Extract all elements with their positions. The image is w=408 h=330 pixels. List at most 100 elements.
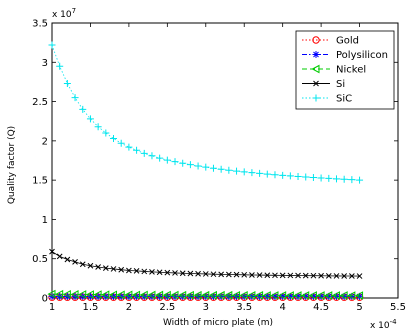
x-axis: 1 1.5 2 2.5 3 3.5 4 4.5 5 5.5 (49, 23, 406, 313)
data-point-sic (271, 171, 279, 179)
data-point-polysilicon (279, 292, 287, 300)
data-point-sic (309, 173, 317, 181)
data-point-si (218, 271, 225, 278)
data-point-si (87, 262, 94, 269)
data-point-sic (348, 176, 356, 184)
y-axis: 0 0.5 1 1.5 2 2.5 3 3.5 (32, 19, 398, 305)
legend-item-si: Si (302, 79, 345, 90)
data-point-polysilicon (356, 292, 364, 300)
legend-label: Polysilicon (336, 50, 388, 61)
data-point-si (49, 248, 55, 255)
data-point-nickel (224, 290, 233, 300)
data-point-nickel (162, 290, 171, 300)
data-point-sic (117, 139, 125, 147)
data-point-sic (340, 175, 348, 183)
series-sic (48, 41, 364, 184)
data-point-nickel (231, 290, 241, 300)
y-tick-label: 2 (42, 136, 48, 147)
data-point-nickel (208, 290, 217, 300)
data-point-si (141, 268, 148, 275)
data-point-polysilicon (317, 292, 325, 300)
x-tick-label: 1 (49, 302, 55, 313)
legend-item-nickel: Nickel (302, 65, 366, 76)
data-point-sic (86, 115, 94, 123)
data-point-sic (302, 173, 310, 181)
data-point-nickel (170, 290, 179, 300)
data-point-nickel (239, 290, 248, 300)
data-point-si (56, 253, 63, 260)
data-point-si (272, 272, 278, 279)
data-point-sic (233, 167, 241, 175)
data-point-nickel (47, 289, 56, 299)
data-point-sic (56, 62, 64, 70)
data-point-sic (156, 154, 164, 162)
data-point-sic (332, 175, 340, 183)
data-point-sic (256, 169, 264, 177)
data-point-polysilicon (186, 292, 194, 300)
data-point-si (149, 268, 155, 275)
legend-label: Gold (336, 36, 359, 47)
data-point-si (195, 270, 201, 277)
x-axis-label: Width of micro plate (m) (163, 318, 273, 328)
data-point-nickel (132, 290, 141, 300)
x-tick-label: 5 (356, 302, 362, 313)
x-tick-label: 3 (203, 302, 209, 313)
data-point-sic (294, 172, 302, 180)
data-point-sic (140, 149, 148, 157)
data-point-nickel (324, 291, 333, 300)
data-point-si (302, 272, 309, 279)
data-point-sic (148, 152, 156, 160)
data-point-nickel (78, 290, 87, 299)
y-exponent-label: x 107 (52, 7, 76, 20)
data-point-polysilicon (248, 292, 256, 300)
legend-marker (311, 64, 320, 74)
data-point-sic (179, 159, 187, 167)
legend-item-gold: Gold (302, 36, 359, 47)
data-point-nickel (185, 290, 194, 300)
data-point-nickel (316, 291, 325, 300)
x-tick-label: 4 (279, 302, 285, 313)
data-point-sic (209, 164, 217, 172)
data-point-si (225, 271, 232, 278)
data-point-polysilicon (217, 292, 225, 300)
data-point-si (172, 270, 178, 276)
data-point-sic (317, 174, 325, 182)
data-point-si (179, 270, 186, 277)
x-tick-label: 1.5 (82, 302, 98, 313)
data-point-nickel (55, 289, 64, 299)
data-point-si (79, 261, 86, 268)
data-point-sic (279, 171, 287, 179)
data-point-si (249, 272, 255, 278)
data-point-nickel (147, 290, 156, 300)
series-nickel (47, 289, 364, 300)
data-point-si (318, 272, 324, 279)
data-point-nickel (270, 291, 279, 300)
data-point-polysilicon (294, 292, 302, 300)
data-point-nickel (178, 290, 187, 300)
data-point-sic (240, 168, 248, 176)
x-tick-label: 5.5 (390, 302, 406, 313)
data-point-nickel (62, 289, 71, 299)
data-point-polysilicon (209, 292, 217, 300)
data-point-polysilicon (340, 292, 348, 300)
data-point-si (256, 272, 263, 278)
data-point-nickel (124, 290, 133, 300)
data-point-polysilicon (348, 292, 356, 300)
data-point-si (325, 272, 332, 279)
data-point-nickel (301, 291, 310, 300)
data-point-polysilicon (179, 292, 187, 300)
data-point-nickel (262, 291, 271, 300)
data-point-sic (110, 135, 118, 142)
data-point-polysilicon (263, 292, 271, 300)
data-point-sic (356, 176, 364, 184)
data-point-nickel (331, 291, 340, 300)
data-point-sic (71, 94, 79, 102)
data-point-sic (325, 174, 333, 182)
data-point-si (333, 273, 340, 279)
data-point-nickel (293, 291, 302, 300)
data-point-nickel (93, 290, 102, 299)
legend: Gold Polysilicon Nickel Si SiC (295, 30, 395, 110)
legend-item-polysilicon: Polysilicon (302, 50, 388, 61)
data-point-nickel (285, 291, 294, 300)
legend-marker (313, 80, 319, 87)
